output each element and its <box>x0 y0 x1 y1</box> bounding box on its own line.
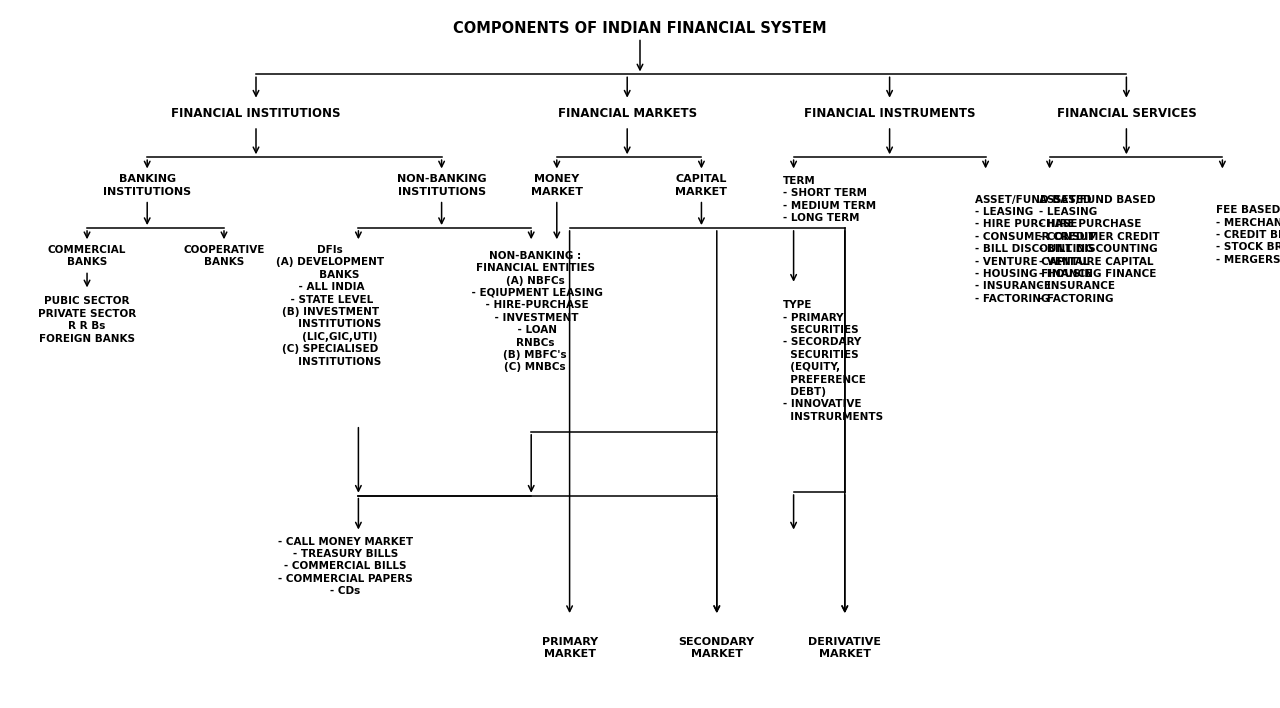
Text: TYPE
- PRIMARY
  SECURITIES
- SECORDARY
  SECURITIES
  (EQUITY,
  PREFERENCE
  D: TYPE - PRIMARY SECURITIES - SECORDARY SE… <box>783 300 883 422</box>
Text: COOPERATIVE
BANKS: COOPERATIVE BANKS <box>183 245 265 268</box>
Text: MONEY
MARKET: MONEY MARKET <box>531 174 582 197</box>
Text: COMMERCIAL
BANKS: COMMERCIAL BANKS <box>47 245 127 268</box>
Text: FINANCIAL INSTRUMENTS: FINANCIAL INSTRUMENTS <box>804 107 975 120</box>
Text: PUBIC SECTOR
PRIVATE SECTOR
R R Bs
FOREIGN BANKS: PUBIC SECTOR PRIVATE SECTOR R R Bs FOREI… <box>38 297 136 343</box>
Text: TERM
- SHORT TERM
- MEDIUM TERM
- LONG TERM: TERM - SHORT TERM - MEDIUM TERM - LONG T… <box>783 176 877 223</box>
Text: FINANCIAL MARKETS: FINANCIAL MARKETS <box>558 107 696 120</box>
Text: NON-BANKING :
FINANCIAL ENTITIES
(A) NBFCs
 - EQIUPMENT LEASING
 - HIRE-PURCHASE: NON-BANKING : FINANCIAL ENTITIES (A) NBF… <box>467 251 603 372</box>
Text: FINANCIAL INSTITUTIONS: FINANCIAL INSTITUTIONS <box>172 107 340 120</box>
Text: ASSET/FUND BASED
- LEASING
- HIRE PURCHASE
- CONSUMER CREDIT
- BILL DISCOUNTING
: ASSET/FUND BASED - LEASING - HIRE PURCHA… <box>975 195 1096 304</box>
Text: - CALL MONEY MARKET
- TREASURY BILLS
- COMMERCIAL BILLS
- COMMERCIAL PAPERS
- CD: - CALL MONEY MARKET - TREASURY BILLS - C… <box>278 537 413 596</box>
Text: DERIVATIVE
MARKET: DERIVATIVE MARKET <box>808 636 882 659</box>
Text: PRIMARY
MARKET: PRIMARY MARKET <box>541 636 598 659</box>
Text: DFIs
(A) DEVELOPMENT
     BANKS
 - ALL INDIA
 - STATE LEVEL
(B) INVESTMENT
     : DFIs (A) DEVELOPMENT BANKS - ALL INDIA -… <box>276 245 384 367</box>
Text: CAPITAL
MARKET: CAPITAL MARKET <box>676 174 727 197</box>
Text: BANKING
INSTITUTIONS: BANKING INSTITUTIONS <box>104 174 191 197</box>
Text: FEE BASED
- MERCHANT BANKING
- CREDIT BRATING
- STOCK BROKING
- MERGERS: FEE BASED - MERCHANT BANKING - CREDIT BR… <box>1216 205 1280 265</box>
Text: SECONDARY
MARKET: SECONDARY MARKET <box>678 636 755 659</box>
Text: ASSET/FUND BASED
- LEASING
- HIRE PURCHASE
- CONSUMER CREDIT
- BILL DISCOUNTING
: ASSET/FUND BASED - LEASING - HIRE PURCHA… <box>1039 195 1160 304</box>
Text: FINANCIAL SERVICES: FINANCIAL SERVICES <box>1056 107 1197 120</box>
Text: COMPONENTS OF INDIAN FINANCIAL SYSTEM: COMPONENTS OF INDIAN FINANCIAL SYSTEM <box>453 21 827 36</box>
Text: NON-BANKING
INSTITUTIONS: NON-BANKING INSTITUTIONS <box>397 174 486 197</box>
